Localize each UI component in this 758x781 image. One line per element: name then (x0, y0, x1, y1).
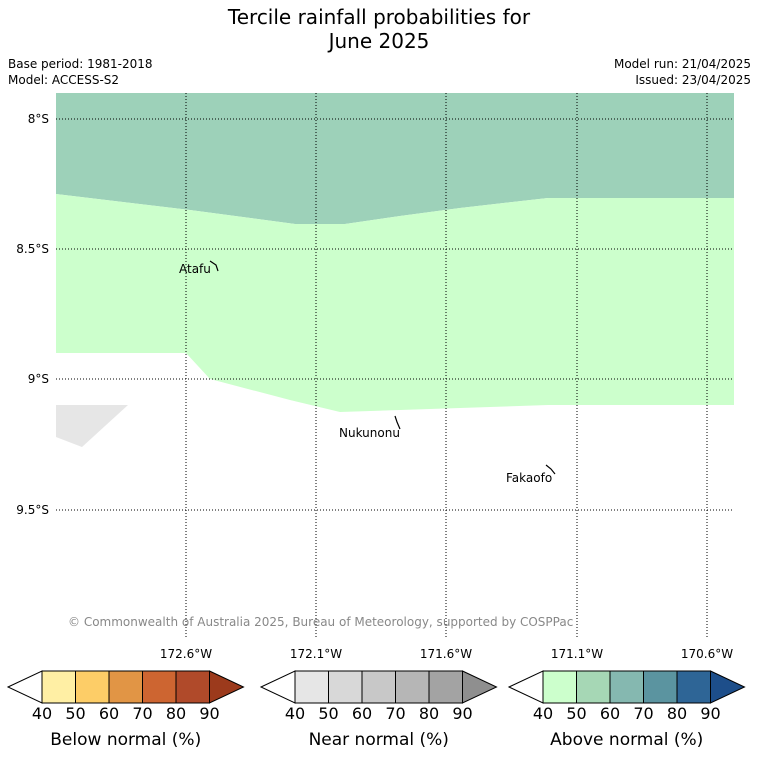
place-label-fakaofo: Fakaofo (506, 471, 552, 485)
colorbar-above-tick-label: 40 (532, 704, 554, 723)
colorbar-near-title: Near normal (%) (308, 730, 449, 750)
lon-label-172-6w: 172.6°W (160, 647, 212, 661)
colorbar-above-tick-label: 60 (599, 704, 621, 723)
colorbar-near-tick-label: 80 (418, 704, 440, 723)
metadata-left: Base period: 1981-2018 Model: ACCESS-S2 (8, 56, 153, 88)
lat-label-8-5s: 8.5°S (16, 242, 49, 256)
colorbar-below-segment (142, 670, 177, 704)
colorbars (6, 670, 746, 704)
base-period: Base period: 1981-2018 (8, 57, 153, 71)
colorbar-below-left-tip (6, 670, 43, 704)
colorbar-below-tick-label: 70 (132, 704, 153, 723)
place-label-nukunonu: Nukunonu (339, 426, 400, 440)
lat-label-9-5s: 9.5°S (16, 503, 49, 517)
colorbar-near-tick-label: 40 (284, 704, 306, 723)
colorbar-below-title: Below normal (%) (50, 730, 202, 750)
colorbar-near-segment (395, 670, 430, 704)
latitude-gridlines (56, 118, 734, 511)
lat-label-9s: 9°S (28, 372, 49, 386)
colorbar-near-right-tip (462, 670, 498, 704)
colorbar-below-tick-label: 40 (31, 704, 53, 723)
colorbar-above-tick-label: 80 (666, 704, 688, 723)
chart-title-line2: June 2025 (328, 29, 430, 53)
colorbar-near-tick-label: 50 (318, 704, 339, 723)
colorbar-above-left-tip (507, 670, 544, 704)
colorbar-below-tick-label: 60 (98, 704, 120, 723)
colorbar-near-segment (361, 670, 396, 704)
copyright-notice: © Commonwealth of Australia 2025, Bureau… (68, 615, 573, 629)
atafu-coastline (209, 260, 219, 272)
region-above-40-50 (56, 194, 734, 412)
colorbar-above-segment (542, 670, 577, 704)
colorbar-below-tick-label: 90 (199, 704, 220, 723)
colorbar-below-right-tip (209, 670, 245, 704)
colorbar-below-tick-label: 50 (65, 704, 86, 723)
lon-label-172-1w: 172.1°W (290, 647, 342, 661)
issued-date: Issued: 23/04/2025 (635, 73, 751, 87)
place-label-atafu: Atafu (179, 262, 211, 276)
colorbar-near-segment (428, 670, 463, 704)
colorbar-above-segment (576, 670, 611, 704)
colorbar-near-tick-label: 90 (452, 704, 473, 723)
nukunonu-coastline (394, 415, 401, 430)
chart-title-line1: Tercile rainfall probabilities for (227, 5, 531, 29)
colorbar-above-segment (609, 670, 644, 704)
model-run: Model run: 21/04/2025 (613, 57, 751, 71)
colorbar-near-tick-label: 70 (385, 704, 406, 723)
colorbar-near-tick-label: 60 (351, 704, 373, 723)
lon-label-170-6w: 170.6°W (681, 647, 733, 661)
colorbar-below-tick-label: 80 (165, 704, 187, 723)
lon-label-171-6w: 171.6°W (420, 647, 472, 661)
colorbar-below-segment (75, 670, 110, 704)
metadata-right: Model run: 21/04/2025 Issued: 23/04/2025 (614, 56, 751, 88)
colorbar-near-segment (294, 670, 329, 704)
colorbar-near-left-tip (259, 670, 296, 704)
colorbar-below-segment (175, 670, 210, 704)
lat-label-8s: 8°S (28, 112, 49, 126)
colorbar-above-tick-label: 70 (633, 704, 654, 723)
region-near-40-50 (56, 405, 128, 447)
colorbar-above-segment (676, 670, 711, 704)
region-above-50-60 (56, 93, 734, 224)
colorbar-above-tick-label: 90 (700, 704, 721, 723)
colorbar-above-right-tip (710, 670, 746, 704)
colorbar-above-segment (643, 670, 678, 704)
model-name: Model: ACCESS-S2 (8, 73, 120, 87)
fakaofo-coastline (545, 464, 556, 475)
colorbar-below-segment (41, 670, 76, 704)
colorbar-below-segment (108, 670, 143, 704)
colorbar-above-title: Above normal (%) (550, 730, 704, 750)
colorbar-near-segment (328, 670, 363, 704)
longitude-gridlines (185, 93, 708, 639)
colorbar-above-tick-label: 50 (566, 704, 587, 723)
lon-label-171-1w: 171.1°W (551, 647, 603, 661)
